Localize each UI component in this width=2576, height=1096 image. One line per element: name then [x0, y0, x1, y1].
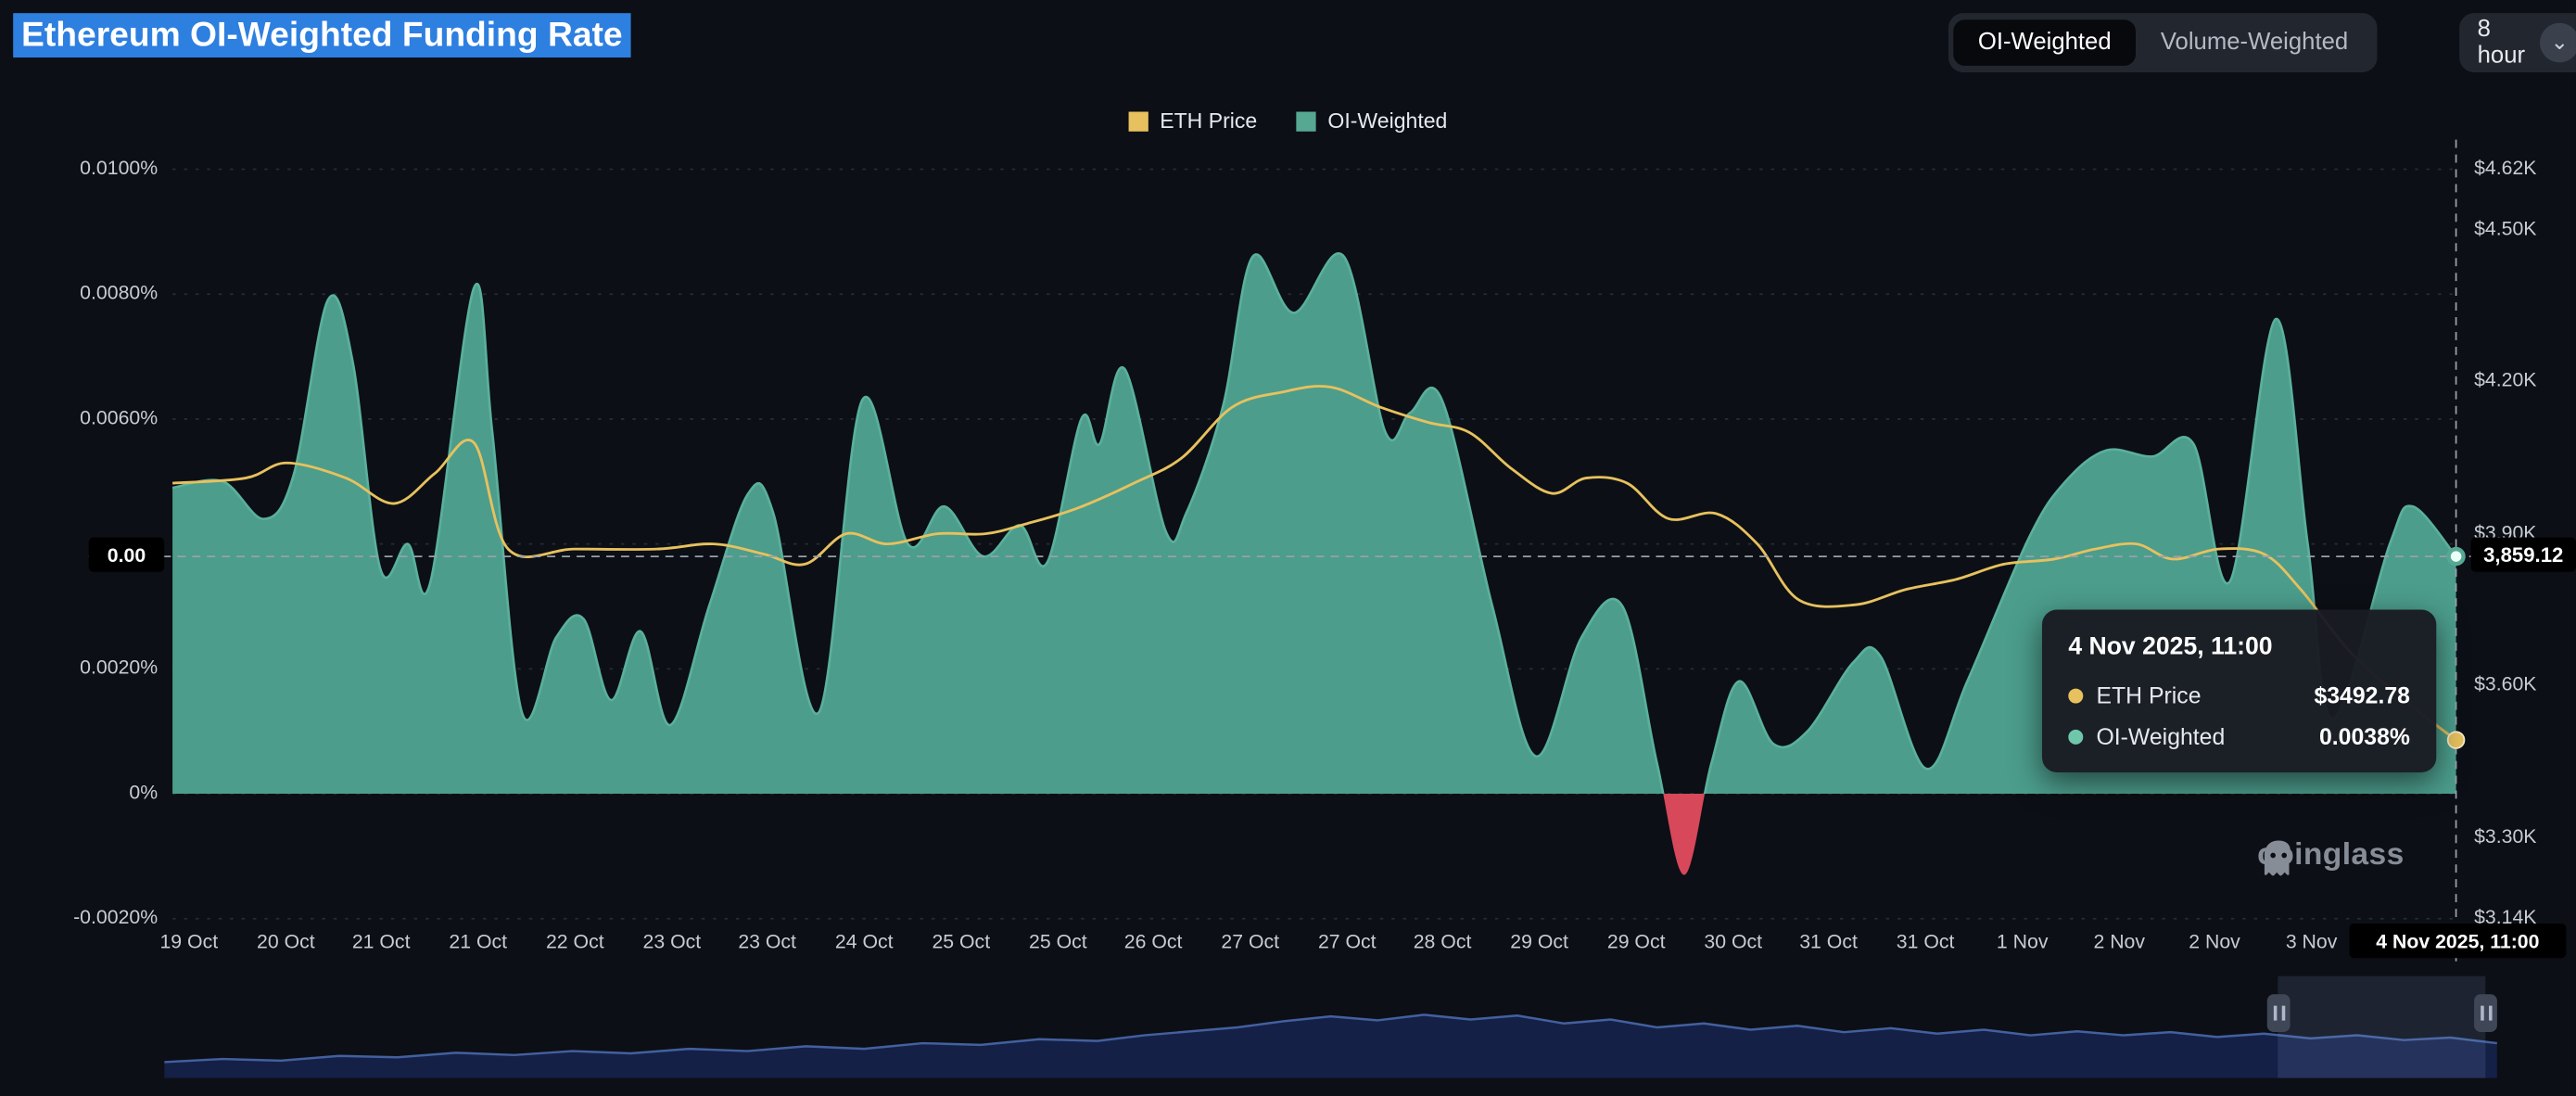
- toggle-oi-weighted[interactable]: OI-Weighted: [1953, 19, 2137, 66]
- x-axis-tick-label: 25 Oct: [1029, 930, 1087, 953]
- x-axis-tick-label: 2 Nov: [2093, 930, 2146, 953]
- chart-tooltip: 4 Nov 2025, 11:00 ETH Price $3492.78 OI-…: [2041, 609, 2437, 772]
- tooltip-label-oi-weighted: OI-Weighted: [2096, 722, 2226, 750]
- funding-area-positive: [172, 253, 2456, 795]
- y-axis-tick-label: -0.0020%: [73, 905, 159, 929]
- x-axis-tick-label: 3 Nov: [2285, 930, 2338, 953]
- y-axis-tick-label: 0.0020%: [80, 656, 159, 679]
- toggle-volume-weighted[interactable]: Volume-Weighted: [2136, 19, 2373, 66]
- interval-label: 8 hour: [2477, 16, 2526, 70]
- price-axis-tick-label: $4.20K: [2474, 367, 2537, 391]
- x-axis-tick-label: 23 Oct: [738, 930, 796, 953]
- x-axis-tick-label: 23 Oct: [642, 930, 702, 953]
- weight-toggle: OI-Weighted Volume-Weighted: [1948, 13, 2379, 72]
- y-axis-tick-label: 0%: [129, 780, 159, 804]
- x-axis-tick-label: 29 Oct: [1606, 930, 1666, 953]
- tooltip-row-eth-price: ETH Price $3492.78: [2068, 682, 2410, 708]
- x-axis-tick-label: 22 Oct: [545, 930, 604, 953]
- current-price-marker: 3,859.12: [2470, 537, 2576, 572]
- tooltip-value-eth-price: $3492.78: [2314, 682, 2410, 708]
- x-axis-tick-label: 25 Oct: [932, 930, 991, 953]
- x-axis-tick-label: 26 Oct: [1123, 930, 1183, 953]
- legend: ETH Price OI-Weighted: [0, 108, 2576, 134]
- navigator-selected-window: [2278, 975, 2486, 1078]
- eth-price-cursor-dot: [2446, 731, 2466, 749]
- x-axis-tick-label: 24 Oct: [834, 930, 894, 953]
- x-axis-tick-label: 30 Oct: [1704, 930, 1763, 953]
- x-axis-tick-label: 21 Oct: [351, 930, 411, 953]
- tooltip-row-oi-weighted: OI-Weighted 0.0038%: [2068, 723, 2410, 749]
- x-axis-tick-label: 1 Nov: [1996, 930, 2049, 953]
- page-title-text: Ethereum OI-Weighted Funding Rate: [13, 13, 631, 58]
- page-title: Ethereum OI-Weighted Funding Rate: [13, 13, 631, 58]
- x-axis-tick-label: 20 Oct: [257, 930, 315, 953]
- price-axis-tick-label: $4.50K: [2474, 216, 2537, 240]
- cursor-date-marker: 4 Nov 2025, 11:00: [2349, 924, 2567, 959]
- price-axis-tick-label: $3.60K: [2474, 671, 2537, 695]
- chevron-down-icon[interactable]: ⌄: [2540, 22, 2576, 63]
- oi-weighted-swatch-icon: [1296, 110, 1317, 131]
- x-axis-tick-label: 29 Oct: [1510, 930, 1568, 953]
- oi-weighted-dot-icon: [2068, 729, 2084, 744]
- legend-label-oi-weighted: OI-Weighted: [1327, 108, 1448, 134]
- navigator-chart[interactable]: [164, 973, 2497, 1088]
- interval-select[interactable]: 8 hour ⌄: [2459, 13, 2576, 72]
- navigator-right-handle[interactable]: [2474, 994, 2497, 1033]
- x-axis-tick-label: 27 Oct: [1317, 930, 1377, 953]
- price-axis-tick-label: $4.62K: [2474, 156, 2537, 180]
- coinglass-logo-icon: [2264, 840, 2290, 876]
- navigator-area: [164, 1014, 2497, 1078]
- price-axis-tick-label: $3.30K: [2474, 824, 2537, 848]
- tooltip-value-oi-weighted: 0.0038%: [2318, 722, 2410, 750]
- legend-label-eth-price: ETH Price: [1160, 108, 1258, 134]
- oi-weighted-cursor-dot: [2446, 546, 2466, 567]
- current-funding-rate-marker: 0.00: [88, 537, 165, 572]
- eth-price-swatch-icon: [1128, 110, 1148, 131]
- x-axis-tick-label: 21 Oct: [449, 930, 508, 953]
- navigator-line: [164, 1013, 2497, 1064]
- y-axis-tick-label: 0.0080%: [80, 281, 159, 304]
- x-axis-tick-label: 28 Oct: [1413, 930, 1472, 953]
- funding-line: [171, 252, 2457, 795]
- legend-item-oi-weighted[interactable]: OI-Weighted: [1296, 108, 1448, 134]
- coinglass-watermark: coinglass: [2257, 838, 2405, 876]
- tooltip-timestamp: 4 Nov 2025, 11:00: [2068, 632, 2273, 661]
- x-axis-tick-label: 31 Oct: [1799, 930, 1858, 953]
- y-axis-tick-label: 0.0060%: [80, 405, 159, 429]
- legend-item-eth-price[interactable]: ETH Price: [1128, 108, 1258, 134]
- eth-price-line: [171, 385, 2457, 742]
- y-axis-tick-label: 0.0100%: [80, 156, 159, 180]
- x-axis-tick-label: 2 Nov: [2189, 930, 2240, 953]
- x-axis-tick-label: 31 Oct: [1896, 930, 1955, 953]
- tooltip-label-eth-price: ETH Price: [2096, 682, 2202, 708]
- x-axis-tick-label: 27 Oct: [1221, 930, 1280, 953]
- eth-price-dot-icon: [2068, 687, 2084, 703]
- navigator-left-handle[interactable]: [2266, 994, 2290, 1033]
- x-axis-tick-label: 19 Oct: [159, 930, 219, 953]
